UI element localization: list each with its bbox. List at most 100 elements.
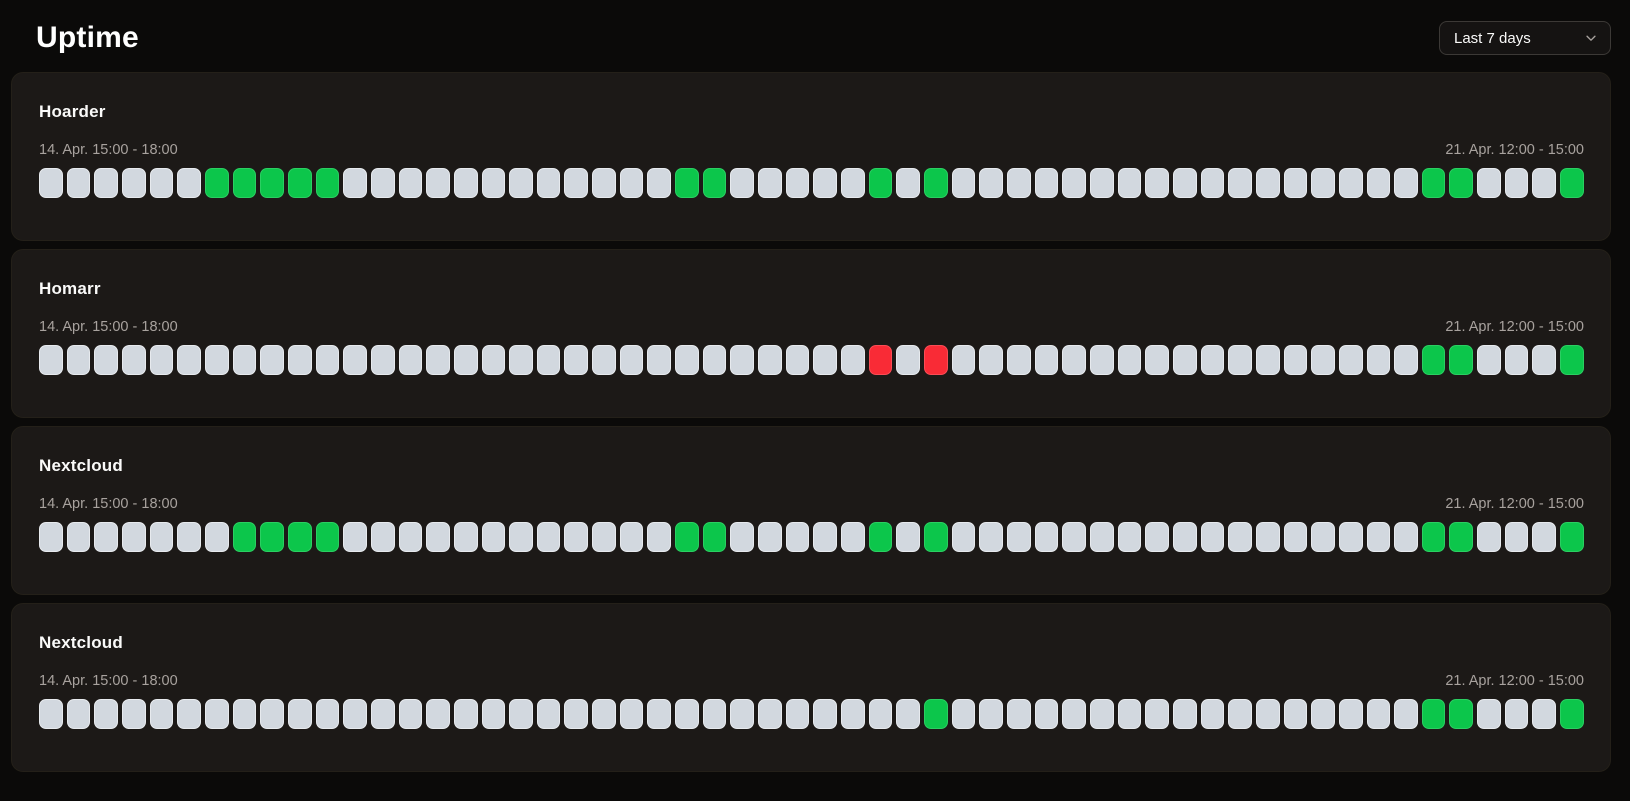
uptime-cell[interactable] [94,168,118,198]
uptime-cell[interactable] [39,345,63,375]
uptime-cell[interactable] [1394,168,1418,198]
uptime-cell[interactable] [343,168,367,198]
uptime-cell[interactable] [94,699,118,729]
uptime-cell[interactable] [675,522,699,552]
uptime-cell[interactable] [398,168,423,198]
uptime-cell[interactable] [149,699,174,729]
uptime-cell[interactable] [1089,699,1114,729]
uptime-cell[interactable] [813,345,838,375]
uptime-cell[interactable] [1338,345,1363,375]
uptime-cell[interactable] [94,345,118,375]
uptime-cell[interactable] [1228,345,1252,375]
uptime-cell[interactable] [785,522,810,552]
uptime-cell[interactable] [1366,168,1391,198]
uptime-cell[interactable] [951,168,976,198]
uptime-cell[interactable] [260,168,284,198]
uptime-cell[interactable] [924,345,948,375]
uptime-cell[interactable] [924,522,948,552]
uptime-cell[interactable] [1394,522,1418,552]
uptime-cell[interactable] [39,168,63,198]
uptime-cell[interactable] [1172,345,1197,375]
uptime-cell[interactable] [426,345,450,375]
uptime-cell[interactable] [702,522,727,552]
uptime-cell[interactable] [619,168,644,198]
uptime-cell[interactable] [315,699,340,729]
uptime-cell[interactable] [287,699,312,729]
uptime-cell[interactable] [232,522,257,552]
uptime-cell[interactable] [1366,345,1391,375]
uptime-cell[interactable] [204,345,229,375]
uptime-cell[interactable] [1145,699,1169,729]
uptime-cell[interactable] [1283,699,1308,729]
uptime-cell[interactable] [370,345,395,375]
uptime-cell[interactable] [564,345,589,375]
uptime-cell[interactable] [260,699,284,729]
uptime-cell[interactable] [94,522,118,552]
uptime-cell[interactable] [1560,522,1584,552]
uptime-cell[interactable] [1089,522,1114,552]
uptime-cell[interactable] [121,699,146,729]
uptime-cell[interactable] [1200,522,1225,552]
uptime-cell[interactable] [1006,168,1031,198]
uptime-cell[interactable] [813,699,838,729]
uptime-cell[interactable] [232,345,257,375]
uptime-cell[interactable] [1062,168,1086,198]
uptime-cell[interactable] [1338,522,1363,552]
uptime-cell[interactable] [536,345,561,375]
uptime-cell[interactable] [121,345,146,375]
uptime-cell[interactable] [841,345,865,375]
uptime-cell[interactable] [896,345,920,375]
uptime-cell[interactable] [924,168,948,198]
uptime-cell[interactable] [785,699,810,729]
uptime-cell[interactable] [564,168,589,198]
uptime-cell[interactable] [177,168,201,198]
uptime-cell[interactable] [1228,699,1252,729]
uptime-cell[interactable] [647,168,672,198]
uptime-cell[interactable] [1394,345,1418,375]
uptime-cell[interactable] [149,522,174,552]
uptime-cell[interactable] [896,168,920,198]
uptime-cell[interactable] [951,345,976,375]
uptime-cell[interactable] [1449,168,1474,198]
uptime-cell[interactable] [592,699,616,729]
uptime-cell[interactable] [1338,168,1363,198]
uptime-cell[interactable] [1311,522,1335,552]
uptime-cell[interactable] [702,168,727,198]
uptime-cell[interactable] [66,522,91,552]
uptime-cell[interactable] [1255,522,1280,552]
uptime-cell[interactable] [896,699,920,729]
uptime-cell[interactable] [619,699,644,729]
uptime-cell[interactable] [1034,522,1059,552]
uptime-cell[interactable] [1200,699,1225,729]
uptime-cell[interactable] [453,168,478,198]
uptime-cell[interactable] [370,699,395,729]
uptime-cell[interactable] [1034,168,1059,198]
uptime-cell[interactable] [1504,699,1529,729]
uptime-cell[interactable] [149,168,174,198]
uptime-cell[interactable] [1172,168,1197,198]
uptime-cell[interactable] [536,522,561,552]
uptime-cell[interactable] [675,699,699,729]
uptime-cell[interactable] [675,345,699,375]
uptime-cell[interactable] [1062,345,1086,375]
uptime-cell[interactable] [730,699,755,729]
uptime-cell[interactable] [1532,699,1557,729]
uptime-cell[interactable] [702,345,727,375]
uptime-cell[interactable] [1421,345,1446,375]
uptime-cell[interactable] [647,699,672,729]
uptime-cell[interactable] [509,168,533,198]
uptime-cell[interactable] [287,522,312,552]
uptime-cell[interactable] [1366,699,1391,729]
uptime-cell[interactable] [177,522,201,552]
uptime-cell[interactable] [481,345,506,375]
uptime-cell[interactable] [1311,699,1335,729]
uptime-cell[interactable] [979,522,1003,552]
uptime-cell[interactable] [398,345,423,375]
uptime-cell[interactable] [564,522,589,552]
uptime-cell[interactable] [1034,345,1059,375]
uptime-cell[interactable] [370,168,395,198]
uptime-cell[interactable] [702,699,727,729]
uptime-cell[interactable] [1062,699,1086,729]
uptime-cell[interactable] [1034,699,1059,729]
uptime-cell[interactable] [1449,699,1474,729]
